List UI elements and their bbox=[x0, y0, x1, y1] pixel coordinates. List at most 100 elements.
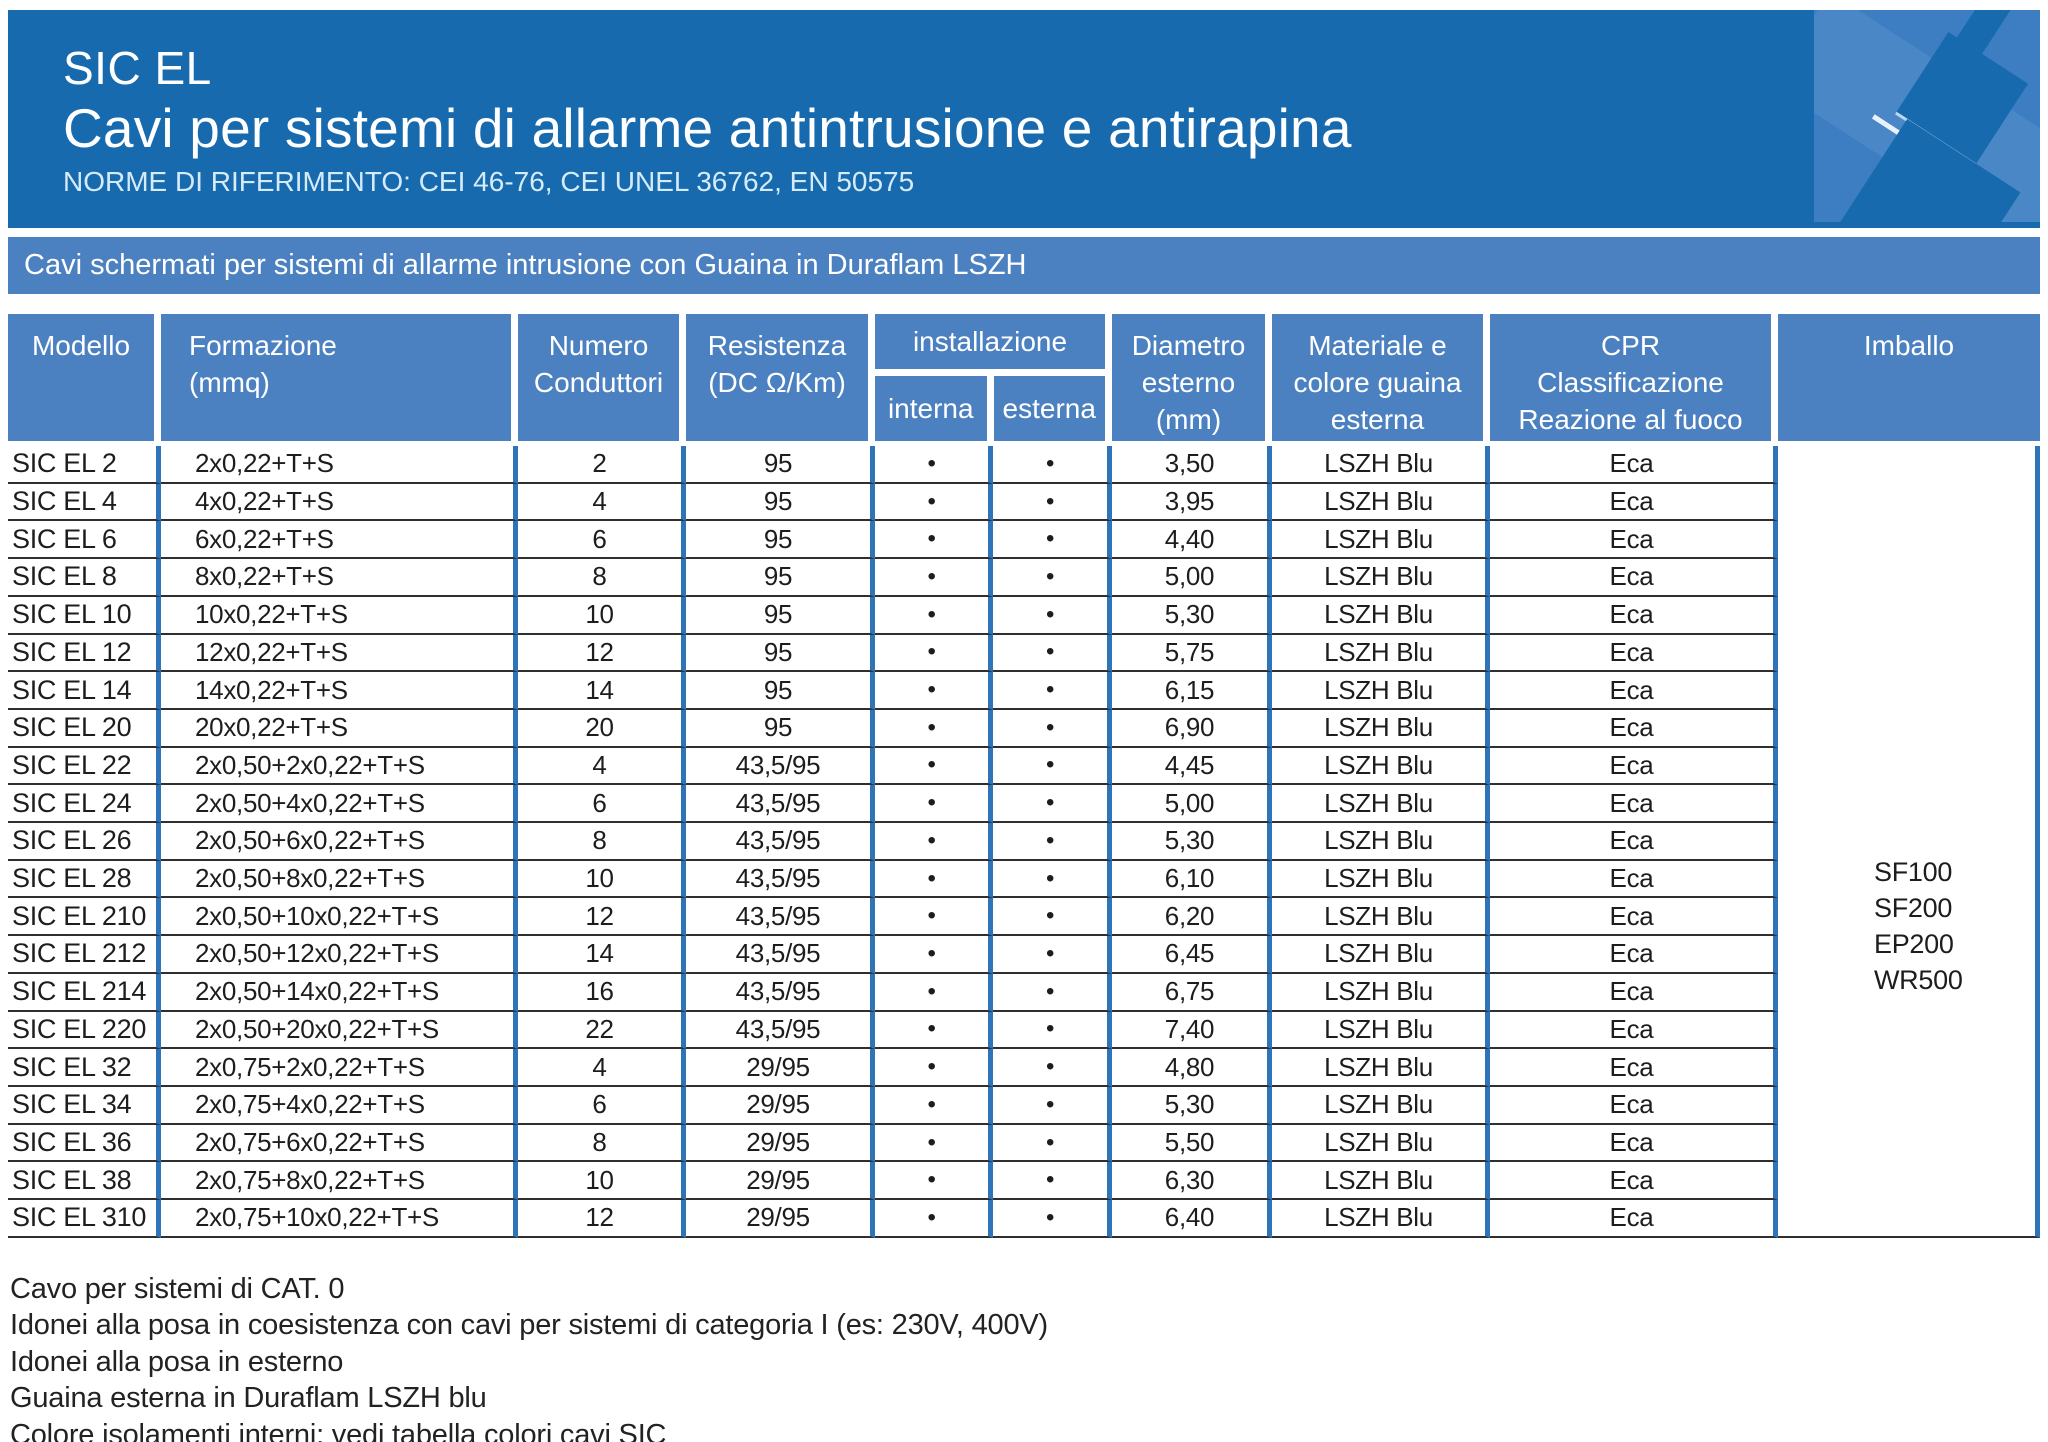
cell-installazione-interna: • bbox=[875, 446, 993, 484]
cell-guaina: LSZH Blu bbox=[1272, 596, 1490, 635]
cell-installazione-interna: • bbox=[875, 1011, 993, 1050]
column-header-diametro: Diametro esterno (mm) bbox=[1112, 314, 1265, 441]
cell-resistenza: 29/95 bbox=[686, 1200, 875, 1238]
cell-cpr: Eca bbox=[1490, 747, 1778, 786]
cell-cpr: Eca bbox=[1490, 483, 1778, 522]
column-header-esterna: esterna bbox=[993, 376, 1105, 441]
cell-resistenza: 95 bbox=[686, 483, 875, 522]
cell-modello: SIC EL 24 bbox=[8, 785, 161, 824]
cell-diametro: 4,45 bbox=[1112, 747, 1272, 786]
cell-resistenza: 29/95 bbox=[686, 1086, 875, 1125]
cell-installazione-esterna: • bbox=[993, 1124, 1112, 1163]
column-header-installazione-group: installazione interna esterna bbox=[875, 314, 1105, 441]
cell-cpr: Eca bbox=[1490, 446, 1778, 484]
cell-conduttori: 14 bbox=[518, 936, 686, 974]
cell-conduttori: 6 bbox=[518, 1086, 686, 1125]
cell-cpr: Eca bbox=[1490, 709, 1778, 748]
cell-installazione-esterna: • bbox=[993, 1086, 1112, 1125]
cell-installazione-esterna: • bbox=[993, 936, 1112, 974]
cell-installazione-interna: • bbox=[875, 559, 993, 597]
cell-resistenza: 95 bbox=[686, 634, 875, 673]
cell-formazione: 2x0,50+4x0,22+T+S bbox=[161, 785, 518, 824]
cell-installazione-esterna: • bbox=[993, 860, 1112, 899]
cell-modello: SIC EL 38 bbox=[8, 1162, 161, 1201]
cell-formazione: 6x0,22+T+S bbox=[161, 521, 518, 560]
cell-installazione-esterna: • bbox=[993, 747, 1112, 786]
cell-formazione: 2x0,50+10x0,22+T+S bbox=[161, 898, 518, 937]
cell-conduttori: 20 bbox=[518, 709, 686, 748]
column-header-imballo: Imballo bbox=[1778, 314, 2040, 441]
cell-installazione-interna: • bbox=[875, 785, 993, 824]
cell-installazione-esterna: • bbox=[993, 446, 1112, 484]
cell-guaina: LSZH Blu bbox=[1272, 709, 1490, 748]
cell-guaina: LSZH Blu bbox=[1272, 1049, 1490, 1087]
cell-diametro: 3,95 bbox=[1112, 483, 1272, 522]
cell-diametro: 5,30 bbox=[1112, 823, 1272, 861]
cell-imballo: SF100 SF200 EP200 WR500 bbox=[1778, 446, 2040, 1238]
cell-modello: SIC EL 310 bbox=[8, 1200, 161, 1238]
cell-formazione: 20x0,22+T+S bbox=[161, 709, 518, 748]
cell-cpr: Eca bbox=[1490, 898, 1778, 937]
cell-resistenza: 43,5/95 bbox=[686, 898, 875, 937]
cell-resistenza: 95 bbox=[686, 672, 875, 710]
cable-icon bbox=[1814, 10, 2040, 222]
cell-installazione-interna: • bbox=[875, 1086, 993, 1125]
cell-resistenza: 95 bbox=[686, 446, 875, 484]
cell-conduttori: 12 bbox=[518, 1200, 686, 1238]
cell-conduttori: 6 bbox=[518, 521, 686, 560]
cell-modello: SIC EL 10 bbox=[8, 596, 161, 635]
cell-guaina: LSZH Blu bbox=[1272, 446, 1490, 484]
cell-modello: SIC EL 22 bbox=[8, 747, 161, 786]
cell-conduttori: 22 bbox=[518, 1011, 686, 1050]
cell-installazione-esterna: • bbox=[993, 559, 1112, 597]
cell-modello: SIC EL 4 bbox=[8, 483, 161, 522]
cell-resistenza: 43,5/95 bbox=[686, 747, 875, 786]
cell-formazione: 12x0,22+T+S bbox=[161, 634, 518, 673]
cell-installazione-esterna: • bbox=[993, 483, 1112, 522]
cell-cpr: Eca bbox=[1490, 1049, 1778, 1087]
cell-cpr: Eca bbox=[1490, 1011, 1778, 1050]
cell-diametro: 6,75 bbox=[1112, 973, 1272, 1012]
cell-modello: SIC EL 34 bbox=[8, 1086, 161, 1125]
cell-diametro: 5,75 bbox=[1112, 634, 1272, 673]
cell-resistenza: 43,5/95 bbox=[686, 973, 875, 1012]
cell-installazione-interna: • bbox=[875, 823, 993, 861]
cell-installazione-esterna: • bbox=[993, 672, 1112, 710]
page-subtitle: Cavi per sistemi di allarme antintrusion… bbox=[63, 97, 1352, 159]
cell-resistenza: 95 bbox=[686, 559, 875, 597]
table-body: SF100 SF200 EP200 WR500 SIC EL 2 2x0,22+T+S 2 9… bbox=[8, 446, 2040, 1238]
cell-diametro: 5,30 bbox=[1112, 1086, 1272, 1125]
cell-modello: SIC EL 210 bbox=[8, 898, 161, 937]
cell-diametro: 5,50 bbox=[1112, 1124, 1272, 1163]
cell-guaina: LSZH Blu bbox=[1272, 521, 1490, 560]
cell-guaina: LSZH Blu bbox=[1272, 1200, 1490, 1238]
cell-resistenza: 43,5/95 bbox=[686, 785, 875, 824]
note-line: Guaina esterna in Duraflam LSZH blu bbox=[10, 1382, 487, 1415]
cell-cpr: Eca bbox=[1490, 596, 1778, 635]
page-title: SIC EL bbox=[63, 42, 212, 94]
cell-modello: SIC EL 8 bbox=[8, 559, 161, 597]
cell-installazione-esterna: • bbox=[993, 785, 1112, 824]
imballo-value: SF100 bbox=[1874, 856, 1953, 887]
cell-diametro: 6,30 bbox=[1112, 1162, 1272, 1201]
cell-diametro: 4,80 bbox=[1112, 1049, 1272, 1087]
cell-formazione: 14x0,22+T+S bbox=[161, 672, 518, 710]
cell-cpr: Eca bbox=[1490, 785, 1778, 824]
cell-conduttori: 12 bbox=[518, 898, 686, 937]
cell-modello: SIC EL 6 bbox=[8, 521, 161, 560]
cell-conduttori: 6 bbox=[518, 785, 686, 824]
cell-installazione-esterna: • bbox=[993, 596, 1112, 635]
note-line: Cavo per sistemi di CAT. 0 bbox=[10, 1272, 345, 1305]
cell-formazione: 8x0,22+T+S bbox=[161, 559, 518, 597]
cell-formazione: 4x0,22+T+S bbox=[161, 483, 518, 522]
column-header-resistenza: Resistenza (DC Ω/Km) bbox=[686, 314, 868, 441]
cell-guaina: LSZH Blu bbox=[1272, 672, 1490, 710]
cell-modello: SIC EL 32 bbox=[8, 1049, 161, 1087]
cell-conduttori: 10 bbox=[518, 596, 686, 635]
cell-installazione-interna: • bbox=[875, 521, 993, 560]
cell-conduttori: 10 bbox=[518, 860, 686, 899]
cell-cpr: Eca bbox=[1490, 1086, 1778, 1125]
cell-installazione-esterna: • bbox=[993, 1049, 1112, 1087]
cell-resistenza: 95 bbox=[686, 521, 875, 560]
